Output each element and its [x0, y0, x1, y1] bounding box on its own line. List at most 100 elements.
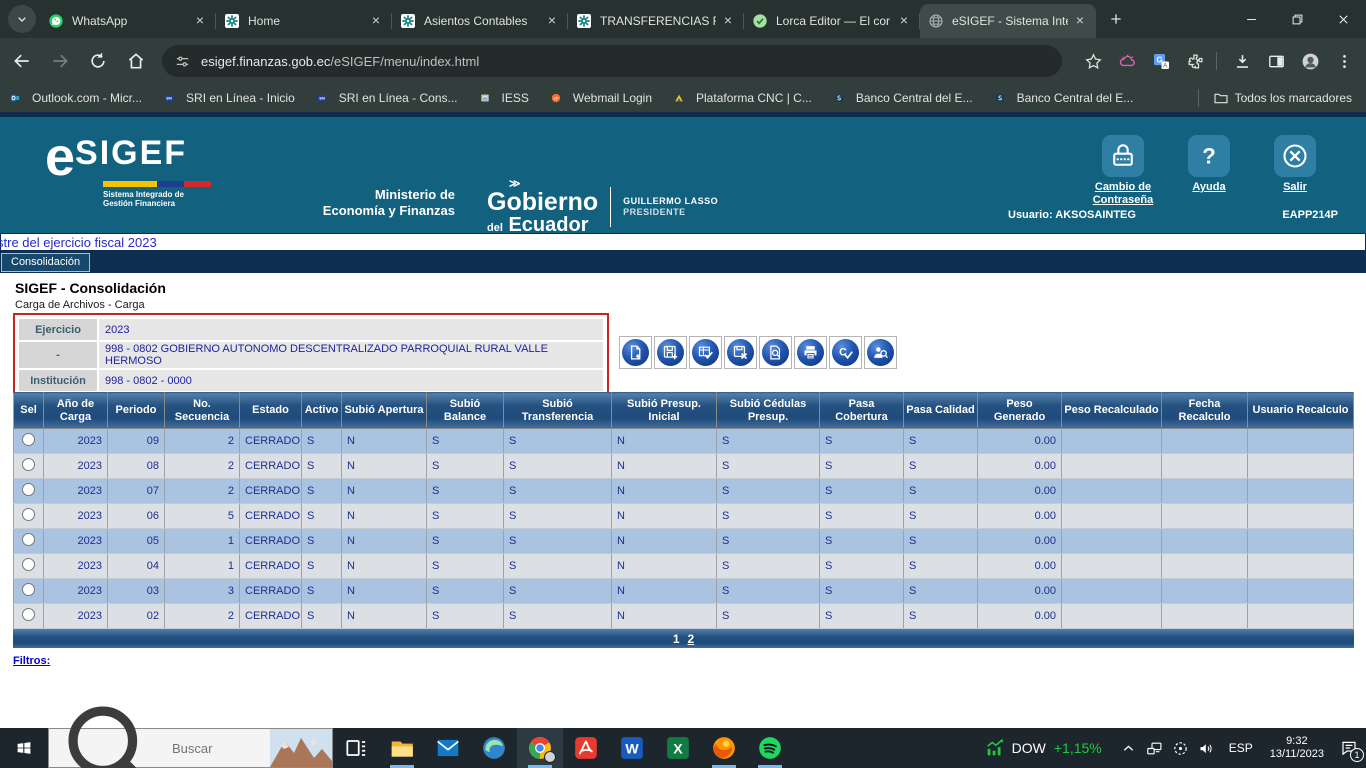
browser-tab-3[interactable]: Asientos Contables×	[392, 4, 568, 38]
toolbar-button-print[interactable]	[794, 336, 827, 369]
exit-x-icon	[1274, 135, 1316, 177]
network-button[interactable]	[1142, 728, 1168, 768]
svg-text:SRI: SRI	[319, 97, 325, 101]
update-status-button[interactable]	[1168, 728, 1194, 768]
browser-tab-4[interactable]: TRANSFERENCIAS RE×	[568, 4, 744, 38]
bookmark-2[interactable]: SRISRI en Línea - Inicio	[164, 90, 295, 106]
row-select-radio[interactable]	[22, 483, 35, 496]
cell: S	[302, 479, 342, 504]
side-panel-button[interactable]	[1261, 46, 1291, 76]
taskbar-file-explorer[interactable]	[379, 728, 425, 768]
restore-button[interactable]	[1274, 0, 1320, 38]
institucion-value[interactable]: 998 - 0802 - 0000	[99, 370, 603, 391]
browser-tab-6[interactable]: eSIGEF - Sistema Inte×	[920, 4, 1096, 38]
bookmark-5[interactable]: cPWebmail Login	[551, 90, 652, 106]
address-bar[interactable]: esigef.finanzas.gob.ec/eSIGEF/menu/index…	[162, 45, 1062, 77]
filters-link[interactable]: Filtros:	[13, 655, 50, 667]
new-tab-button[interactable]	[1102, 5, 1130, 33]
toolbar-button-preview[interactable]	[759, 336, 792, 369]
toolbar-button-validate[interactable]	[689, 336, 722, 369]
volume-button[interactable]	[1194, 728, 1220, 768]
bookmark-1[interactable]: Outlook.com - Micr...	[10, 90, 142, 106]
bookmark-3[interactable]: SRISRI en Línea - Cons...	[317, 90, 458, 106]
downloads-button[interactable]	[1227, 46, 1257, 76]
table-row: 2023072CERRADOSNSSNSSS0.00	[14, 479, 1354, 504]
toolbar-button-approve[interactable]: C	[829, 336, 862, 369]
stock-ticker[interactable]: DOW +1,15%	[984, 737, 1102, 759]
header-action-cambio-contrasena[interactable]: Cambio deContraseña	[1080, 135, 1166, 207]
row-select-radio[interactable]	[22, 458, 35, 471]
forward-button[interactable]	[44, 45, 76, 77]
toolbar-button-consult[interactable]	[864, 336, 897, 369]
bookmark-4[interactable]: IESS	[480, 90, 529, 106]
row-select-radio[interactable]	[22, 533, 35, 546]
tab-close-button[interactable]: ×	[368, 13, 384, 29]
browser-tab-1[interactable]: WhatsApp×	[40, 4, 216, 38]
toolbar-button-create[interactable]	[619, 336, 652, 369]
pagination-page-link[interactable]: 2	[688, 632, 695, 646]
home-button[interactable]	[120, 45, 152, 77]
taskbar-word[interactable]: W	[609, 728, 655, 768]
tab-search-button[interactable]	[8, 5, 36, 33]
extensions-button[interactable]	[1180, 46, 1210, 76]
cell: S	[904, 604, 978, 629]
cell: S	[717, 579, 820, 604]
row-select-radio[interactable]	[22, 433, 35, 446]
tab-close-button[interactable]: ×	[1072, 13, 1088, 29]
notifications-button[interactable]: 1	[1332, 728, 1366, 768]
browser-tab-5[interactable]: Lorca Editor — El cor×	[744, 4, 920, 38]
tab-close-button[interactable]: ×	[896, 13, 912, 29]
taskbar-acrobat[interactable]	[563, 728, 609, 768]
entidad-value[interactable]: 998 - 0802 GOBIERNO AUTONOMO DESCENTRALI…	[99, 342, 603, 368]
header-action-ayuda[interactable]: ?Ayuda	[1166, 135, 1252, 207]
search-daily-image[interactable]	[270, 729, 332, 767]
tab-close-button[interactable]: ×	[544, 13, 560, 29]
clock[interactable]: 9:32 13/11/2023	[1262, 735, 1332, 761]
translate-button[interactable]: GA	[1146, 46, 1176, 76]
cell	[1162, 579, 1248, 604]
start-button[interactable]	[0, 728, 48, 768]
taskbar-search[interactable]	[48, 728, 333, 768]
minimize-button[interactable]	[1228, 0, 1274, 38]
table-row: 2023041CERRADOSNSSNSSS0.00	[14, 554, 1354, 579]
stock-chart-icon	[984, 737, 1012, 759]
taskbar-mail[interactable]	[425, 728, 471, 768]
taskbar-task-view[interactable]	[333, 728, 379, 768]
row-select-radio[interactable]	[22, 608, 35, 621]
all-bookmarks-button[interactable]: Todos los marcadores	[1213, 90, 1352, 106]
table-row: 2023092CERRADOSNSSNSSS0.00	[14, 429, 1354, 454]
row-select-radio[interactable]	[22, 558, 35, 571]
browser-tab-2[interactable]: Home×	[216, 4, 392, 38]
bookmark-7[interactable]: Banco Central del E...	[834, 90, 973, 106]
row-select-radio[interactable]	[22, 583, 35, 596]
profile-button[interactable]	[1295, 46, 1325, 76]
header-action-salir[interactable]: Salir	[1252, 135, 1338, 207]
tab-close-button[interactable]: ×	[192, 13, 208, 29]
taskbar-edge[interactable]	[471, 728, 517, 768]
taskbar-excel[interactable]: X	[655, 728, 701, 768]
language-indicator[interactable]: ESP	[1220, 741, 1262, 755]
bookmark-6[interactable]: Plataforma CNC | C...	[674, 90, 812, 106]
toolbar-button-delete[interactable]	[724, 336, 757, 369]
bookmark-8[interactable]: Banco Central del E...	[995, 90, 1134, 106]
ejercicio-value[interactable]: 2023	[99, 319, 603, 340]
bookmark-star-button[interactable]	[1078, 46, 1108, 76]
row-select-radio[interactable]	[22, 508, 35, 521]
form-label: Institución	[19, 370, 97, 391]
toolbar-button-save[interactable]	[654, 336, 687, 369]
cell: S	[820, 554, 904, 579]
site-settings-icon[interactable]	[174, 53, 201, 70]
tab-close-button[interactable]: ×	[720, 13, 736, 29]
taskbar-firefox[interactable]	[701, 728, 747, 768]
close-window-button[interactable]	[1320, 0, 1366, 38]
extension-cloud-button[interactable]	[1112, 46, 1142, 76]
svg-text:cP: cP	[553, 96, 558, 101]
column-header: Subió Balance	[427, 393, 504, 429]
browser-menu-button[interactable]	[1329, 46, 1359, 76]
back-button[interactable]	[6, 45, 38, 77]
menu-tab-consolidacion[interactable]: Consolidación	[1, 253, 90, 272]
taskbar-chrome[interactable]	[517, 728, 563, 768]
hidden-icons-button[interactable]	[1116, 728, 1142, 768]
taskbar-spotify[interactable]	[747, 728, 793, 768]
reload-button[interactable]	[82, 45, 114, 77]
